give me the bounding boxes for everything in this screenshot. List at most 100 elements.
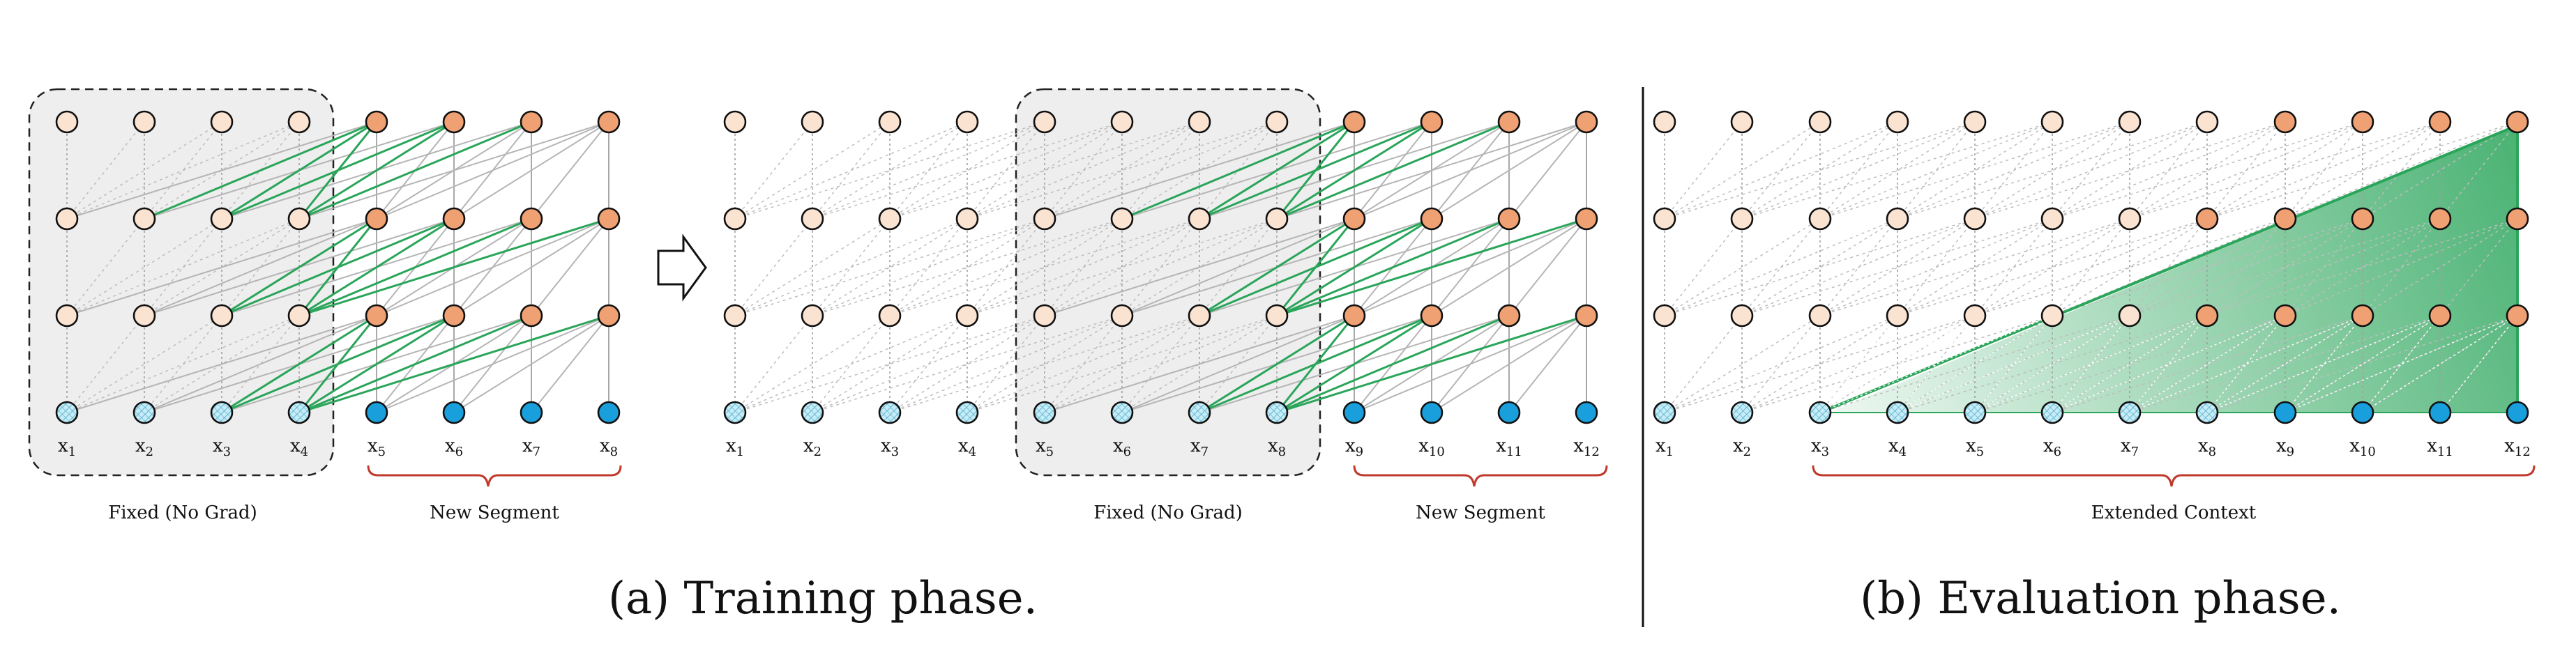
edge-green bbox=[1276, 217, 1510, 317]
node bbox=[1575, 401, 1598, 424]
token-label: x9 bbox=[2276, 436, 2294, 459]
edge bbox=[1121, 121, 1278, 220]
token-label: x3 bbox=[213, 436, 231, 459]
token-label: x6 bbox=[1113, 436, 1131, 459]
edge bbox=[1044, 121, 1123, 220]
node bbox=[1730, 401, 1754, 424]
node bbox=[1342, 304, 1366, 328]
edge-green bbox=[1199, 217, 1432, 317]
caption-fixed-right: Fixed (No Grad) bbox=[1093, 502, 1243, 523]
token-label: x3 bbox=[1811, 436, 1829, 459]
edge bbox=[66, 315, 222, 413]
right-arrow-icon bbox=[657, 233, 707, 302]
edge bbox=[2285, 218, 2363, 316]
edge bbox=[66, 218, 377, 316]
edge bbox=[812, 315, 968, 413]
edge bbox=[1121, 315, 1355, 413]
edge bbox=[2129, 315, 2441, 413]
edge bbox=[376, 121, 609, 220]
edge-green bbox=[298, 217, 532, 317]
edge bbox=[967, 218, 1123, 316]
edge-green bbox=[1276, 314, 1432, 414]
edge-shade bbox=[1819, 315, 1898, 413]
node bbox=[520, 401, 543, 424]
edge bbox=[1121, 218, 1200, 316]
node bbox=[1497, 110, 1521, 134]
edge bbox=[2206, 315, 2441, 413]
edge bbox=[889, 218, 1045, 316]
edge bbox=[2362, 121, 2441, 220]
edge bbox=[889, 121, 1045, 220]
edge bbox=[1664, 121, 1976, 220]
node bbox=[1963, 207, 1987, 231]
edge bbox=[967, 315, 1200, 413]
token-label: x11 bbox=[2427, 436, 2453, 459]
node bbox=[1110, 304, 1134, 328]
edge-shade bbox=[2129, 315, 2208, 413]
edge bbox=[1741, 218, 1976, 316]
edge bbox=[734, 315, 1045, 413]
node bbox=[1033, 304, 1056, 328]
edge bbox=[967, 218, 1200, 316]
node bbox=[955, 110, 979, 134]
edge bbox=[2052, 218, 2286, 316]
edge bbox=[889, 121, 1123, 220]
brace-new-segment-left bbox=[367, 465, 622, 487]
edge bbox=[812, 218, 1123, 316]
node bbox=[2428, 207, 2452, 231]
node bbox=[1110, 207, 1134, 231]
edge-shade bbox=[2052, 315, 2208, 413]
edge bbox=[1974, 121, 2053, 220]
node bbox=[210, 207, 234, 231]
edge bbox=[2362, 218, 2441, 316]
edge bbox=[1664, 315, 1743, 413]
edge-green bbox=[1199, 314, 1432, 414]
node bbox=[597, 401, 621, 424]
edge bbox=[1819, 121, 1898, 220]
token-label: x2 bbox=[1733, 436, 1751, 459]
node bbox=[132, 401, 156, 424]
edge bbox=[2129, 121, 2286, 220]
edge-shade bbox=[2206, 315, 2286, 413]
edge bbox=[2285, 121, 2363, 220]
node bbox=[132, 304, 156, 328]
node bbox=[1575, 207, 1598, 231]
edge-shade bbox=[2285, 315, 2441, 413]
node bbox=[1808, 401, 1832, 424]
token-label: x3 bbox=[881, 436, 899, 459]
edge-green bbox=[298, 314, 532, 414]
edge bbox=[66, 121, 145, 220]
edge bbox=[967, 121, 1045, 220]
edge bbox=[1897, 315, 2130, 413]
node bbox=[2428, 110, 2452, 134]
edge bbox=[1819, 121, 1976, 220]
edge bbox=[967, 315, 1045, 413]
edge bbox=[144, 315, 222, 413]
node bbox=[1265, 401, 1289, 424]
edge bbox=[2052, 121, 2208, 220]
edge bbox=[1741, 315, 1976, 413]
token-label: x5 bbox=[368, 436, 386, 459]
node bbox=[1886, 401, 1909, 424]
node bbox=[878, 207, 902, 231]
edge bbox=[889, 315, 968, 413]
edge bbox=[2206, 121, 2518, 220]
edge bbox=[1508, 218, 1587, 316]
token-label: x5 bbox=[1036, 436, 1054, 459]
edge bbox=[1741, 315, 2053, 413]
edge bbox=[1354, 218, 1587, 316]
edge bbox=[2362, 218, 2518, 316]
edge bbox=[1431, 218, 1587, 316]
token-label: x1 bbox=[726, 436, 744, 459]
token-label: x4 bbox=[1888, 436, 1907, 459]
edge bbox=[2285, 121, 2441, 220]
edge-green bbox=[298, 217, 455, 317]
edge bbox=[734, 218, 968, 316]
node bbox=[1575, 110, 1598, 134]
edge bbox=[1199, 218, 1278, 316]
node bbox=[1730, 110, 1754, 134]
edge bbox=[1741, 218, 1898, 316]
edge bbox=[531, 121, 609, 220]
edge bbox=[1354, 121, 1587, 220]
